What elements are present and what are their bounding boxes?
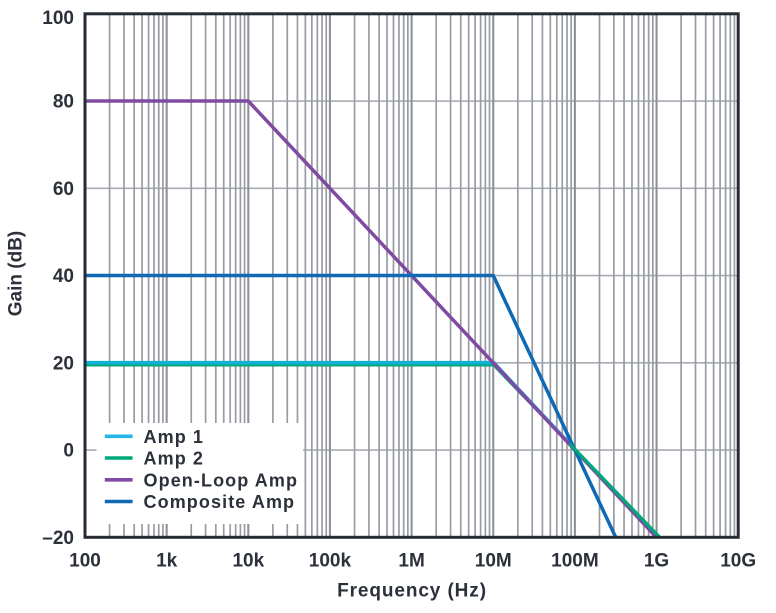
svg-text:100M: 100M bbox=[551, 551, 599, 572]
svg-text:0: 0 bbox=[63, 441, 74, 462]
svg-text:10k: 10k bbox=[232, 551, 264, 572]
svg-text:Amp 1: Amp 1 bbox=[144, 427, 205, 447]
svg-text:20: 20 bbox=[53, 353, 74, 374]
svg-text:80: 80 bbox=[53, 92, 74, 113]
svg-text:60: 60 bbox=[53, 179, 74, 200]
svg-text:100: 100 bbox=[42, 8, 74, 29]
svg-text:100: 100 bbox=[69, 551, 101, 572]
svg-text:40: 40 bbox=[53, 266, 74, 287]
svg-text:Frequency (Hz): Frequency (Hz) bbox=[337, 581, 487, 602]
svg-text:Composite Amp: Composite Amp bbox=[144, 492, 296, 512]
svg-text:10G: 10G bbox=[720, 551, 756, 572]
svg-text:Gain (dB): Gain (dB) bbox=[6, 231, 27, 317]
svg-text:Open-Loop Amp: Open-Loop Amp bbox=[144, 470, 299, 490]
svg-text:1k: 1k bbox=[156, 551, 178, 572]
svg-text:–20: –20 bbox=[42, 528, 74, 549]
svg-text:Amp 2: Amp 2 bbox=[144, 449, 205, 469]
svg-text:10M: 10M bbox=[475, 551, 512, 572]
svg-text:1G: 1G bbox=[644, 551, 669, 572]
svg-text:100k: 100k bbox=[309, 551, 352, 572]
svg-text:1M: 1M bbox=[398, 551, 424, 572]
